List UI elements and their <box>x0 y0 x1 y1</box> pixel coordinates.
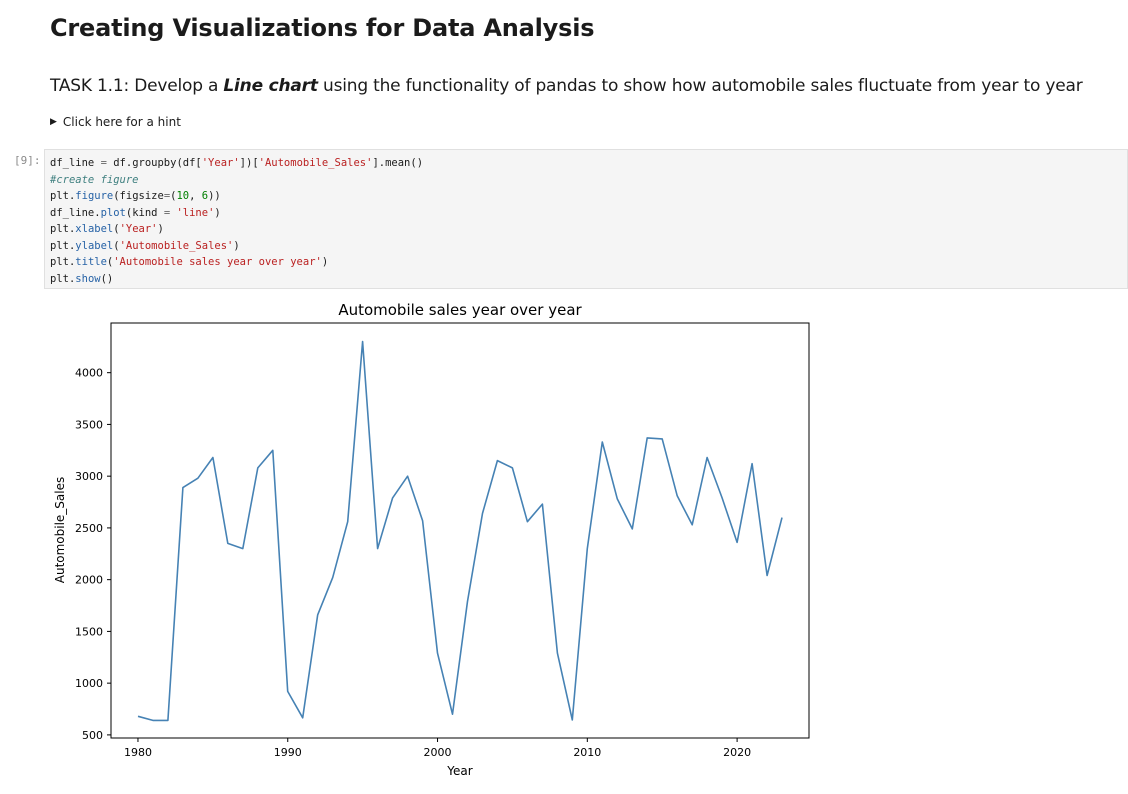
code-line: df_line = df.groupby(df['Year'])['Automo… <box>50 157 424 169</box>
series-line <box>137 340 783 722</box>
x-axis-label: Year <box>446 764 472 778</box>
hint-label: Click here for a hint <box>62 115 181 129</box>
code-cell-editor[interactable]: df_line = df.groupby(df['Year'])['Automo… <box>44 149 1128 289</box>
x-axis-ticks: 1980 1990 2000 2010 2020 <box>124 738 751 759</box>
y-tick-label: 2500 <box>75 522 103 535</box>
code-block: df_line = df.groupby(df['Year'])['Automo… <box>45 150 1127 287</box>
x-tick-label: 1990 <box>274 746 302 759</box>
code-string-year: 'Year' <box>201 157 240 169</box>
y-tick-label: 4000 <box>75 367 103 380</box>
x-tick-label: 2010 <box>573 746 601 759</box>
disclosure-triangle-icon: ▶ <box>50 117 57 127</box>
code-line: #create figure <box>50 173 139 186</box>
y-tick-label: 1500 <box>75 625 103 638</box>
y-tick-label: 3500 <box>75 418 103 431</box>
cell-execution-count: [9]: <box>14 154 41 167</box>
task-emphasis: Line chart <box>223 76 318 96</box>
code-line: plt.title('Automobile sales year over ye… <box>50 256 329 268</box>
y-tick-label: 2000 <box>75 574 103 587</box>
line-chart: Automobile sales year over year 500 1000 1… <box>53 301 810 778</box>
x-tick-label: 2000 <box>424 746 452 759</box>
code-line: plt.show() <box>50 272 114 285</box>
task-heading: TASK 1.1: Develop a Line chart using the… <box>50 76 1083 96</box>
code-line: df_line.plot(kind = 'line') <box>50 206 221 219</box>
x-tick-label: 2020 <box>723 746 751 759</box>
hint-toggle[interactable]: ▶ Click here for a hint <box>50 115 181 129</box>
task-prefix: TASK 1.1: Develop a <box>50 76 224 96</box>
y-tick-label: 500 <box>82 729 103 742</box>
chart-title: Automobile sales year over year <box>338 301 582 319</box>
plot-frame <box>110 322 810 739</box>
x-tick-label: 1980 <box>124 746 152 759</box>
code-string-sales: 'Automobile_Sales' <box>258 157 373 169</box>
notebook-heading: Creating Visualizations for Data Analysi… <box>50 14 595 42</box>
y-tick-label: 3000 <box>75 470 103 483</box>
task-suffix: using the functionality of pandas to sho… <box>317 76 1083 96</box>
y-tick-label: 1000 <box>75 677 103 690</box>
y-axis-ticks: 500 1000 1500 2000 2500 3000 3500 4000 <box>75 367 111 742</box>
code-line: plt.figure(figsize=(10, 6)) <box>50 190 221 202</box>
chart-output: Automobile sales year over year 500 1000 1… <box>0 290 830 794</box>
code-line: plt.ylabel('Automobile_Sales') <box>50 239 240 252</box>
y-axis-label: Automobile_Sales <box>53 477 67 584</box>
code-line: plt.xlabel('Year') <box>50 223 164 235</box>
